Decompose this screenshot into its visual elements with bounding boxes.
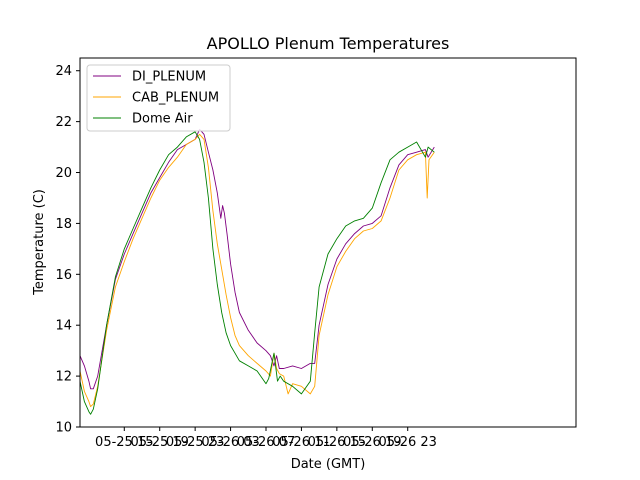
series-line-dome-air [80, 131, 435, 415]
x-tick-label: 05-26 07 [237, 435, 295, 450]
y-tick-label: 18 [55, 217, 72, 232]
y-tick-label: 24 [55, 64, 72, 79]
x-tick-label: 05-25 23 [166, 435, 224, 450]
x-tick-label: 05-26 03 [201, 435, 259, 450]
x-axis-label: Date (GMT) [291, 457, 366, 472]
x-tick-label: 05-25 15 [95, 435, 153, 450]
legend: DI_PLENUM CAB_PLENUM Dome Air [86, 64, 231, 132]
y-tick-label: 12 [55, 370, 72, 385]
x-tick-label: 05-26 15 [308, 435, 366, 450]
y-axis-label: Temperature (C) [32, 189, 47, 296]
x-tick-label: 05-26 23 [378, 435, 436, 450]
legend-label-cab-plenum: CAB_PLENUM [132, 91, 219, 106]
y-tick-label: 22 [55, 115, 72, 130]
y-axis: 10 12 14 16 18 20 22 24 [55, 64, 80, 436]
chart-title: APOLLO Plenum Temperatures [207, 34, 450, 53]
y-tick-label: 14 [55, 319, 72, 334]
x-tick-label: 05-26 11 [272, 435, 330, 450]
y-tick-label: 20 [55, 166, 72, 181]
plot-frame [79, 57, 577, 428]
series-line-di-plenum [80, 128, 435, 390]
legend-box [86, 64, 231, 132]
x-tick-label: 05-25 19 [130, 435, 188, 450]
series-layer [80, 128, 435, 415]
series-line-cab-plenum [80, 133, 435, 408]
legend-label-di-plenum: DI_PLENUM [132, 70, 206, 85]
y-tick-label: 10 [55, 421, 72, 436]
y-tick-label: 16 [55, 268, 72, 283]
x-tick-label: 05-26 19 [343, 435, 401, 450]
legend-label-dome-air: Dome Air [132, 112, 193, 127]
